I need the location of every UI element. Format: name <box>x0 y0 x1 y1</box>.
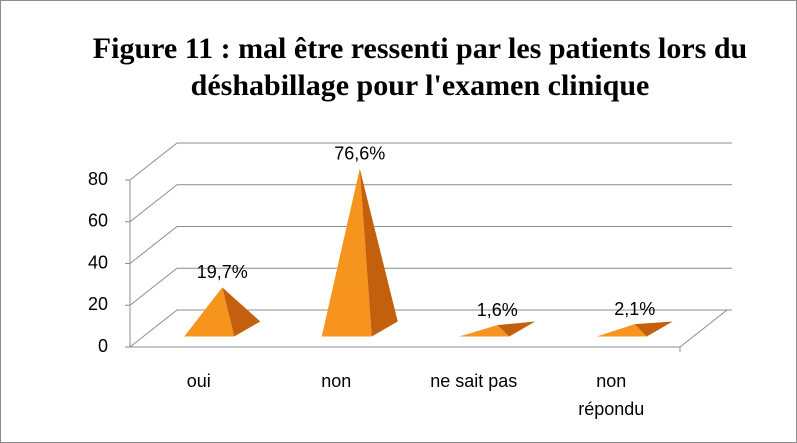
value-label: 1,6% <box>477 300 518 320</box>
pyramid-side <box>634 321 673 337</box>
pyramid-face <box>596 324 647 337</box>
grid-line <box>129 309 732 348</box>
pyramid-side <box>359 168 398 337</box>
grid-line <box>129 142 732 181</box>
grid-line <box>129 184 732 223</box>
pyramid-side <box>222 287 261 337</box>
pyramid-face <box>184 287 235 337</box>
pyramid <box>596 321 673 337</box>
y-tick-label: 20 <box>88 294 108 314</box>
pyramid-face <box>459 325 510 337</box>
pyramid <box>459 321 536 337</box>
x-tick-label: oui <box>186 371 211 391</box>
pyramid <box>321 168 398 337</box>
y-tick-label: 0 <box>98 336 108 356</box>
pyramid <box>184 287 261 337</box>
pyramid-side <box>497 321 536 337</box>
value-label: 19,7% <box>197 262 248 282</box>
grid-line <box>129 226 732 264</box>
x-tick-label: non répondu <box>578 371 645 419</box>
chart-title: Figure 11 : mal être ressenti par les pa… <box>92 32 748 102</box>
x-tick-label: non <box>321 371 352 391</box>
grid-line <box>129 267 732 306</box>
value-label: 76,6% <box>334 143 385 163</box>
value-label: 2,1% <box>614 299 655 319</box>
floor-edge <box>679 309 728 348</box>
y-tick-label: 80 <box>88 169 108 189</box>
y-tick-label: 40 <box>88 252 108 272</box>
x-tick-label: ne sait pas <box>430 371 518 391</box>
y-tick-label: 60 <box>88 211 108 231</box>
pyramid-face <box>321 168 372 337</box>
